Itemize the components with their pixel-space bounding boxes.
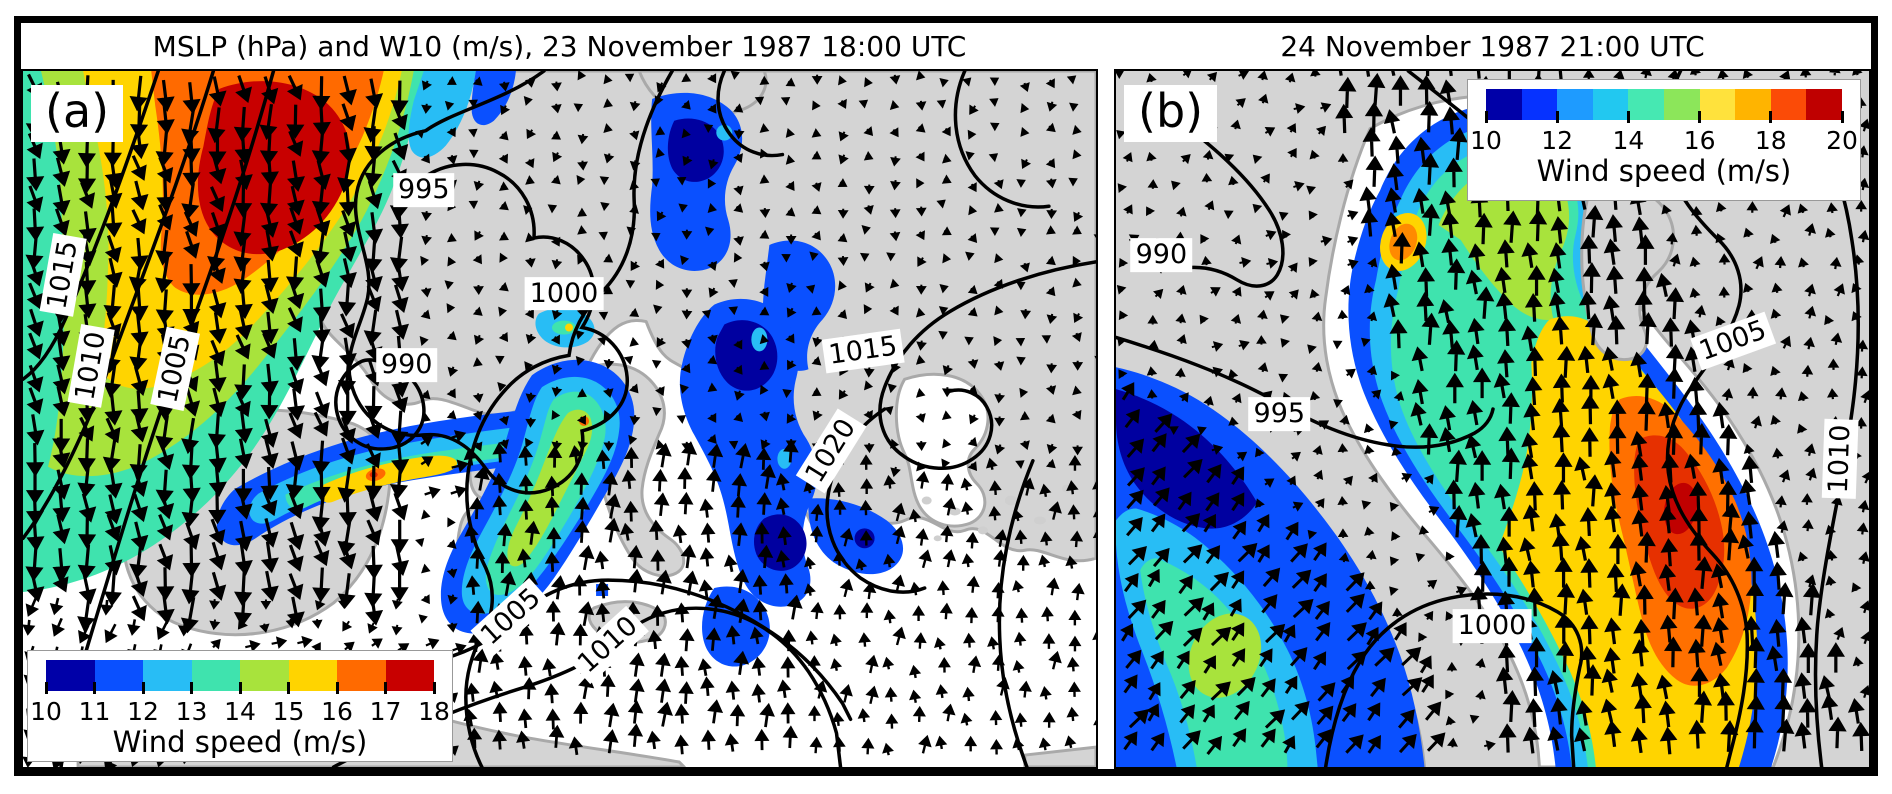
colorbar-tick-label: 16 <box>1683 126 1716 155</box>
colorbar-segment <box>1699 89 1736 120</box>
colorbar-tick-label: 18 <box>418 697 450 726</box>
colorbar-segment <box>240 660 289 691</box>
colorbar-tick-label: 15 <box>272 697 305 726</box>
colorbar-b: 10 12 14 16 18 20 Wind speed (m/s) <box>1467 79 1861 201</box>
map-a-canvas <box>23 71 1096 767</box>
panel-a-title: MSLP (hPa) and W10 (m/s), 23 November 19… <box>152 29 967 63</box>
colorbar-segment <box>1628 89 1664 120</box>
colorbar-tick-label: 17 <box>369 697 402 726</box>
colorbar-tick <box>190 682 193 694</box>
colorbar-strip <box>1486 89 1842 120</box>
colorbar-tick <box>1698 111 1702 123</box>
colorbar-tick <box>1484 111 1488 123</box>
panel-b-label: (b) <box>1124 85 1218 142</box>
colorbar-segment <box>1521 89 1558 120</box>
colorbar-segment <box>288 660 337 691</box>
colorbar-segment <box>94 660 143 691</box>
colorbar-tick <box>1769 111 1773 123</box>
colorbar-tick <box>44 682 48 694</box>
panel-a-label: (a) <box>31 85 124 142</box>
panels-row: (a) 1015 1010 1005 995 990 1000 1015 1020 1005 10… <box>21 69 1871 769</box>
colorbar-tick-label: 10 <box>30 697 62 726</box>
colorbar-tick <box>287 682 290 694</box>
colorbar-tick <box>335 682 339 694</box>
colorbar-segment <box>1486 89 1522 120</box>
colorbar-tick-label: 20 <box>1826 126 1858 155</box>
map-panel-a: (a) 1015 1010 1005 995 990 1000 1015 1020 1005 10… <box>21 69 1098 769</box>
colorbar-segment <box>1735 89 1771 120</box>
colorbar-segment <box>1806 89 1842 120</box>
colorbar-tick <box>1626 111 1630 123</box>
colorbar-segment <box>1592 89 1629 120</box>
wind-arrows-layer-b <box>1116 71 1869 755</box>
colorbar-strip <box>46 660 434 691</box>
island-dots <box>879 484 1072 548</box>
colorbar-tick <box>384 682 387 694</box>
colorbar-tick-label: 12 <box>127 697 159 726</box>
colorbar-tick <box>141 682 145 694</box>
colorbar-segment <box>46 660 95 691</box>
panel-divider <box>1098 69 1114 769</box>
colorbar-segment <box>1770 89 1807 120</box>
colorbar-tick-label: 14 <box>224 697 256 726</box>
colorbar-tick-label: 14 <box>1612 126 1645 155</box>
colorbar-tick <box>1840 111 1844 123</box>
colorbar-label: Wind speed (m/s) <box>112 725 368 759</box>
figure-frame: MSLP (hPa) and W10 (m/s), 23 November 19… <box>14 16 1878 776</box>
colorbar-tick-label: 16 <box>321 697 353 726</box>
colorbar-tick-label: 13 <box>175 697 208 726</box>
colorbar-segment <box>143 660 192 691</box>
colorbar-tick-label: 11 <box>78 697 111 726</box>
map-panel-b: (b) 990 995 1000 1005 1010 10 12 14 16 18 20 Wind … <box>1114 69 1871 769</box>
colorbar-segment <box>337 660 386 691</box>
colorbar-segment <box>385 660 434 691</box>
colorbar-segment <box>1663 89 1700 120</box>
colorbar-tick-label: 18 <box>1754 126 1787 155</box>
colorbar-tick-label: 12 <box>1541 126 1574 155</box>
colorbar-segment <box>1557 89 1593 120</box>
colorbar-a: 10 11 12 13 14 15 16 17 18 Wind speed (m/s) <box>27 650 453 762</box>
colorbar-tick <box>1555 111 1559 123</box>
panel-b-title: 24 November 1987 21:00 UTC <box>1280 29 1705 63</box>
colorbar-tick-label: 10 <box>1470 126 1502 155</box>
title-row: MSLP (hPa) and W10 (m/s), 23 November 19… <box>21 23 1871 69</box>
colorbar-label: Wind speed (m/s) <box>1536 154 1792 188</box>
colorbar-tick <box>432 682 436 694</box>
colorbar-tick <box>238 682 242 694</box>
colorbar-segment <box>191 660 240 691</box>
colorbar-tick <box>93 682 96 694</box>
